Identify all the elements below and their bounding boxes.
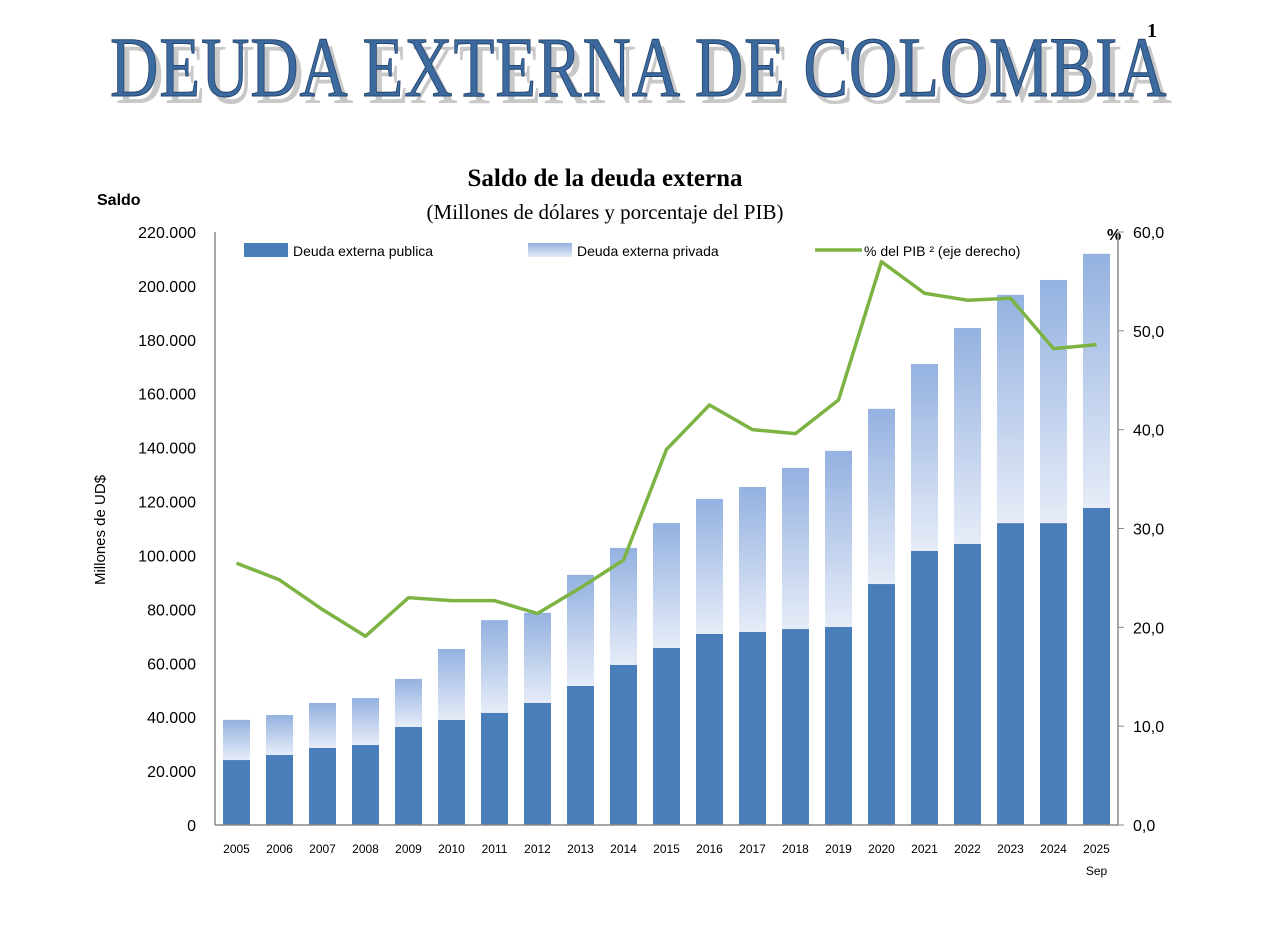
bar-privada-2012 bbox=[524, 612, 551, 703]
x-tick-label: 2016 bbox=[696, 842, 723, 856]
y-tick-label: 180.000 bbox=[138, 333, 196, 350]
legend-label-publica: Deuda externa publica bbox=[293, 243, 433, 259]
bar-privada-2024 bbox=[1040, 279, 1067, 524]
chart-subtitle: (Millones de dólares y porcentaje del PI… bbox=[427, 200, 784, 224]
y2-tick-label: 60,0 bbox=[1133, 225, 1164, 242]
bar-privada-2019 bbox=[825, 450, 852, 627]
legend-swatch-publica bbox=[244, 243, 288, 257]
x-tick-note: Sep bbox=[1086, 864, 1108, 878]
y2-tick-label: 20,0 bbox=[1133, 620, 1164, 637]
bar-publica-2012 bbox=[524, 702, 551, 825]
banner-title: DEUDA EXTERNA DE COLOMBIA bbox=[110, 22, 1167, 113]
x-tick-label: 2006 bbox=[266, 842, 293, 856]
bar-privada-2006 bbox=[266, 715, 293, 755]
bar-publica-2019 bbox=[825, 626, 852, 825]
y-tick-label: 40.000 bbox=[147, 710, 196, 727]
bar-publica-2014 bbox=[610, 664, 637, 825]
x-tick-label: 2009 bbox=[395, 842, 422, 856]
bar-publica-2006 bbox=[266, 754, 293, 825]
x-tick-label: 2010 bbox=[438, 842, 465, 856]
x-tick-label: 2018 bbox=[782, 842, 809, 856]
x-tick-label: 2011 bbox=[482, 842, 508, 856]
y-tick-label: 160.000 bbox=[138, 387, 196, 404]
bar-publica-2020 bbox=[868, 584, 895, 825]
bar-publica-2007 bbox=[309, 747, 336, 825]
legend-label-privada: Deuda externa privada bbox=[577, 243, 719, 259]
bar-privada-2015 bbox=[653, 523, 680, 648]
bar-publica-2022 bbox=[954, 543, 981, 825]
y-tick-label: 0 bbox=[187, 818, 196, 835]
bar-publica-2009 bbox=[395, 726, 422, 825]
bar-privada-2008 bbox=[352, 698, 379, 745]
y-tick-label: 200.000 bbox=[138, 279, 196, 296]
bar-privada-2010 bbox=[438, 648, 465, 720]
x-tick-label: 2008 bbox=[352, 842, 379, 856]
legend-swatch-privada bbox=[528, 243, 572, 257]
bar-publica-2017 bbox=[739, 632, 766, 825]
x-tick-label: 2022 bbox=[954, 842, 981, 856]
x-tick-label: 2020 bbox=[868, 842, 895, 856]
x-tick-label: 2007 bbox=[309, 842, 336, 856]
x-tick-label: 2014 bbox=[610, 842, 637, 856]
y2-tick-label: 10,0 bbox=[1133, 719, 1164, 736]
y-tick-label: 120.000 bbox=[138, 495, 196, 512]
y2-tick-label: 0,0 bbox=[1133, 818, 1155, 835]
bar-publica-2011 bbox=[481, 712, 508, 825]
bar-publica-2008 bbox=[352, 744, 379, 825]
right-axis-title: % bbox=[1107, 227, 1121, 244]
bar-publica-2005 bbox=[223, 760, 250, 825]
x-tick-label: 2024 bbox=[1040, 842, 1067, 856]
chart-title: Saldo de la deuda externa bbox=[467, 165, 743, 192]
bar-privada-2011 bbox=[481, 620, 508, 713]
y-tick-label: 100.000 bbox=[138, 548, 196, 565]
bar-privada-2016 bbox=[696, 498, 723, 634]
bar-publica-2016 bbox=[696, 633, 723, 825]
bar-publica-2024 bbox=[1040, 523, 1067, 825]
y-tick-label: 20.000 bbox=[147, 764, 196, 781]
banner-text: DEUDA EXTERNA DE COLOMBIA bbox=[110, 19, 1168, 115]
x-tick-label: 2017 bbox=[739, 842, 766, 856]
x-tick-label: 2013 bbox=[567, 842, 594, 856]
bar-publica-2013 bbox=[567, 685, 594, 825]
bar-privada-2018 bbox=[782, 467, 809, 630]
y2-tick-label: 30,0 bbox=[1133, 522, 1164, 539]
bar-publica-2023 bbox=[997, 523, 1024, 825]
bar-privada-2020 bbox=[868, 408, 895, 585]
x-tick-label: 2005 bbox=[223, 842, 250, 856]
y2-tick-label: 40,0 bbox=[1133, 423, 1164, 440]
bar-privada-2005 bbox=[223, 719, 250, 761]
bar-publica-2015 bbox=[653, 647, 680, 825]
bar-privada-2021 bbox=[911, 364, 938, 551]
bar-privada-2007 bbox=[309, 702, 336, 748]
y2-tick-label: 50,0 bbox=[1133, 324, 1164, 341]
x-tick-label: 2025 bbox=[1083, 842, 1110, 856]
y-axis-label: Millones de UD$ bbox=[92, 474, 109, 585]
bar-publica-2021 bbox=[911, 550, 938, 825]
y-tick-label: 60.000 bbox=[147, 656, 196, 673]
bar-privada-2022 bbox=[954, 327, 981, 544]
bar-privada-2009 bbox=[395, 678, 422, 727]
x-tick-label: 2012 bbox=[524, 842, 551, 856]
bar-privada-2025 bbox=[1083, 253, 1110, 509]
bar-publica-2018 bbox=[782, 629, 809, 825]
bar-privada-2023 bbox=[997, 294, 1024, 524]
x-tick-label: 2019 bbox=[825, 842, 852, 856]
bar-publica-2010 bbox=[438, 719, 465, 825]
legend-label-pct: % del PIB ² (eje derecho) bbox=[864, 243, 1020, 259]
page-number: 1 bbox=[1147, 20, 1157, 42]
bar-privada-2017 bbox=[739, 486, 766, 633]
x-tick-label: 2021 bbox=[911, 842, 938, 856]
y-tick-label: 220.000 bbox=[138, 225, 196, 242]
y-tick-label: 80.000 bbox=[147, 602, 196, 619]
x-tick-label: 2023 bbox=[997, 842, 1024, 856]
left-axis-title: Saldo bbox=[97, 192, 141, 209]
y-tick-label: 140.000 bbox=[138, 441, 196, 458]
x-tick-label: 2015 bbox=[653, 842, 680, 856]
bar-publica-2025 bbox=[1083, 508, 1110, 825]
